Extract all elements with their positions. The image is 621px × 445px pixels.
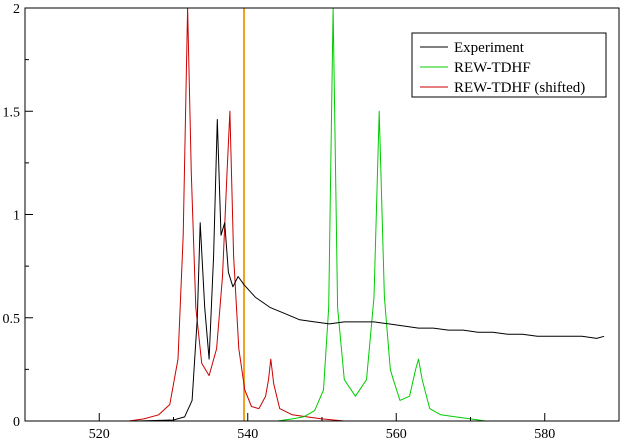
series-layer bbox=[84, 7, 605, 422]
series-line-rew-tdhf bbox=[277, 7, 486, 422]
x-tick-label: 560 bbox=[386, 427, 407, 440]
x-tick-label: 520 bbox=[89, 427, 110, 440]
y-tick-label: 1 bbox=[13, 209, 20, 224]
y-tick-label: 2 bbox=[13, 2, 20, 17]
y-tick-label: 1.5 bbox=[3, 105, 21, 120]
series-line-rew-tdhf-shifted bbox=[128, 7, 345, 422]
series-line-experiment bbox=[84, 119, 605, 422]
legend-label-rew-tdhf: REW-TDHF bbox=[454, 60, 531, 76]
legend-box bbox=[411, 32, 607, 98]
legend-label-rew-tdhf-shifted: REW-TDHF (shifted) bbox=[454, 80, 585, 96]
legend-label-experiment: Experiment bbox=[454, 40, 525, 56]
y-tick-label: 0.5 bbox=[3, 312, 21, 327]
axes-layer: 520 540 560 580 0 0.5 1 1.5 2 bbox=[3, 2, 620, 442]
x-tick-label: 540 bbox=[237, 427, 258, 440]
legend: Experiment REW-TDHF REW-TDHF (shifted) bbox=[411, 32, 607, 98]
x-tick-label: 580 bbox=[534, 427, 555, 440]
y-tick-label: 0 bbox=[13, 415, 20, 430]
